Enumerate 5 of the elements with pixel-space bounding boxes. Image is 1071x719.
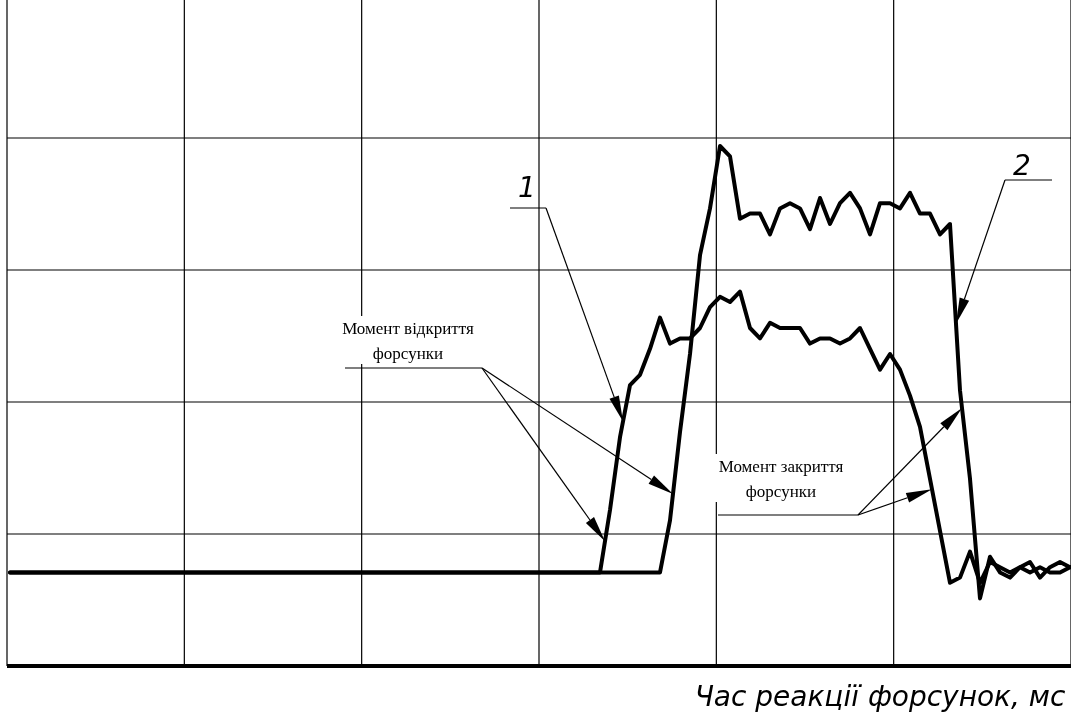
annotation: Момент відкриття форсунки (342, 319, 474, 363)
text: 2 (1013, 149, 1031, 182)
x-axis-title: Час реакції форсунок, мс (694, 680, 1066, 713)
text: 1 (518, 171, 536, 204)
annotation: Момент закриття форсунки (718, 457, 844, 501)
